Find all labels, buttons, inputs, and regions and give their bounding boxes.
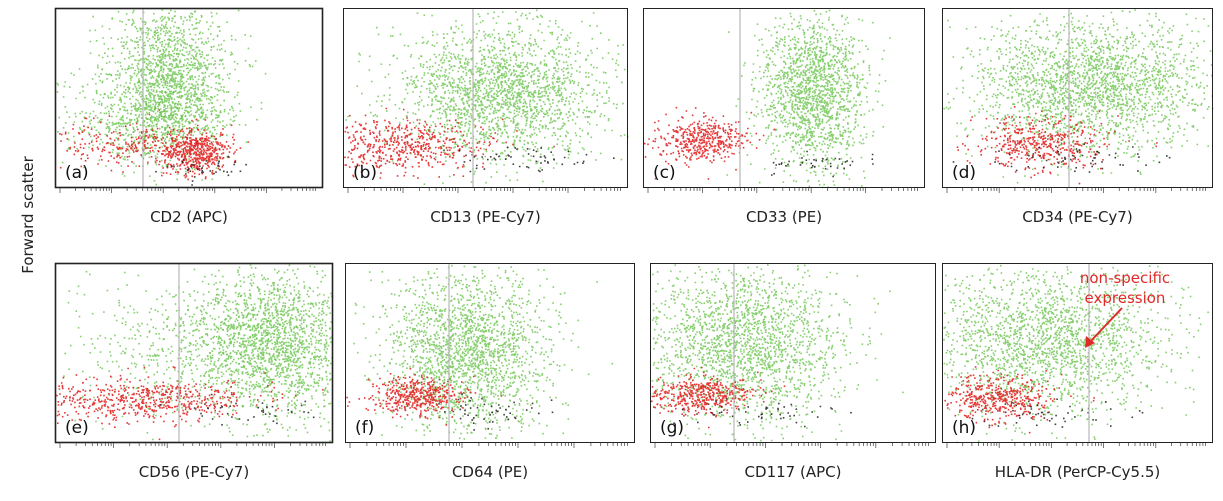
event-dots-black xyxy=(971,398,1144,428)
scatter-plot-svg: (g) xyxy=(650,263,936,448)
event-dots-red xyxy=(344,107,555,179)
event-dots-green xyxy=(943,9,1214,184)
event-dots-red xyxy=(956,106,1158,185)
plot-frame xyxy=(650,263,936,443)
x-axis-tick-marks xyxy=(946,443,1206,448)
x-axis-label: CD117 (APC) xyxy=(744,463,842,481)
annotation-arrow-head xyxy=(1085,336,1095,348)
scatter-panel-f: (f) xyxy=(345,263,635,448)
event-dots xyxy=(346,264,614,443)
x-axis-ticks xyxy=(654,443,929,448)
scatter-panel-b: (b) xyxy=(343,8,629,193)
x-axis-ticks xyxy=(946,443,1206,448)
plot-frame xyxy=(345,263,635,443)
panel-letter: (a) xyxy=(65,163,89,183)
x-axis-tick-marks xyxy=(347,188,621,193)
plot-frame xyxy=(343,8,628,188)
event-dots-black xyxy=(443,146,615,173)
scatter-plot-svg: (f) xyxy=(345,263,635,448)
event-dots-green xyxy=(345,9,629,185)
plot-frame xyxy=(54,262,334,444)
plot-frame xyxy=(942,8,1213,188)
x-axis-label: CD33 (PE) xyxy=(745,208,823,226)
x-axis-tick-marks xyxy=(946,188,1206,193)
x-axis-label: CD34 (PE-Cy7) xyxy=(1022,208,1133,226)
non-specific-expression-annotation: non-specific expression xyxy=(1079,269,1171,307)
x-axis-ticks xyxy=(59,188,316,193)
event-dots-green xyxy=(150,264,333,442)
panel-letter: (b) xyxy=(353,163,377,183)
x-axis-label: HLA-DR (PerCP-Cy5.5) xyxy=(994,463,1161,481)
x-axis-ticks xyxy=(347,188,621,193)
x-axis-label: CD64 (PE) xyxy=(451,463,529,481)
x-axis-tick-marks xyxy=(59,443,326,448)
x-axis-ticks xyxy=(59,443,326,448)
event-dots xyxy=(651,264,904,442)
plot-frame xyxy=(54,7,324,189)
event-dots-red xyxy=(644,106,776,180)
event-dots-red xyxy=(346,367,503,426)
x-axis-tick-marks xyxy=(349,443,628,448)
panel-letter: (d) xyxy=(952,163,976,183)
scatter-panel-g: (g) xyxy=(650,263,936,448)
plot-frame xyxy=(643,8,925,188)
annotation-arrow-line xyxy=(1088,307,1123,344)
panel-letter: (c) xyxy=(653,163,676,183)
scatter-plot-svg: (h) xyxy=(942,263,1213,448)
event-dots xyxy=(943,264,1209,444)
scatter-panel-h: (h) xyxy=(942,263,1213,448)
plot-frame xyxy=(942,263,1213,443)
event-dots-green xyxy=(353,264,614,443)
event-dots-black xyxy=(771,150,874,178)
event-dots-red xyxy=(651,366,786,429)
y-axis-label-text: Forward scatter xyxy=(19,156,38,274)
panel-letter: (g) xyxy=(660,418,684,438)
x-axis-ticks xyxy=(349,443,628,448)
scatter-plot-svg: (e) xyxy=(54,262,334,448)
event-dots xyxy=(644,9,891,189)
event-dots xyxy=(943,9,1214,185)
x-axis-label: CD2 (APC) xyxy=(150,208,228,226)
event-dots-green xyxy=(63,268,328,441)
scatter-panel-d: (d) xyxy=(942,8,1214,193)
x-axis-label: CD13 (PE-Cy7) xyxy=(430,208,541,226)
event-dots xyxy=(56,9,267,186)
x-axis-tick-marks xyxy=(647,188,918,193)
x-axis-tick-marks xyxy=(654,443,929,448)
x-axis-label: CD56 (PE-Cy7) xyxy=(138,463,250,481)
scatter-plot-svg: (b) xyxy=(343,8,629,193)
panel-letter: (e) xyxy=(65,418,89,438)
scatter-panel-a: (a) xyxy=(54,7,324,193)
panel-letter: (h) xyxy=(952,418,976,438)
event-dots-green xyxy=(56,54,267,181)
scatter-plot-svg: (a) xyxy=(54,7,324,193)
x-axis-ticks xyxy=(946,188,1206,193)
event-dots xyxy=(344,9,629,185)
panel-letter: (f) xyxy=(355,418,374,438)
event-dots-red xyxy=(56,366,324,441)
y-axis-label: Forward scatter xyxy=(8,115,48,315)
scatter-plot-svg: (d) xyxy=(942,8,1214,193)
event-dots-green xyxy=(651,264,904,442)
event-dots-red xyxy=(147,118,250,181)
scatter-plot-svg: (c) xyxy=(643,8,925,193)
event-dots xyxy=(56,264,333,442)
x-axis-tick-marks xyxy=(59,188,316,193)
event-dots-green xyxy=(726,9,891,189)
x-axis-ticks xyxy=(647,188,918,193)
scatter-panel-e: (e) xyxy=(54,262,334,448)
scatter-panel-c: (c) xyxy=(643,8,925,193)
